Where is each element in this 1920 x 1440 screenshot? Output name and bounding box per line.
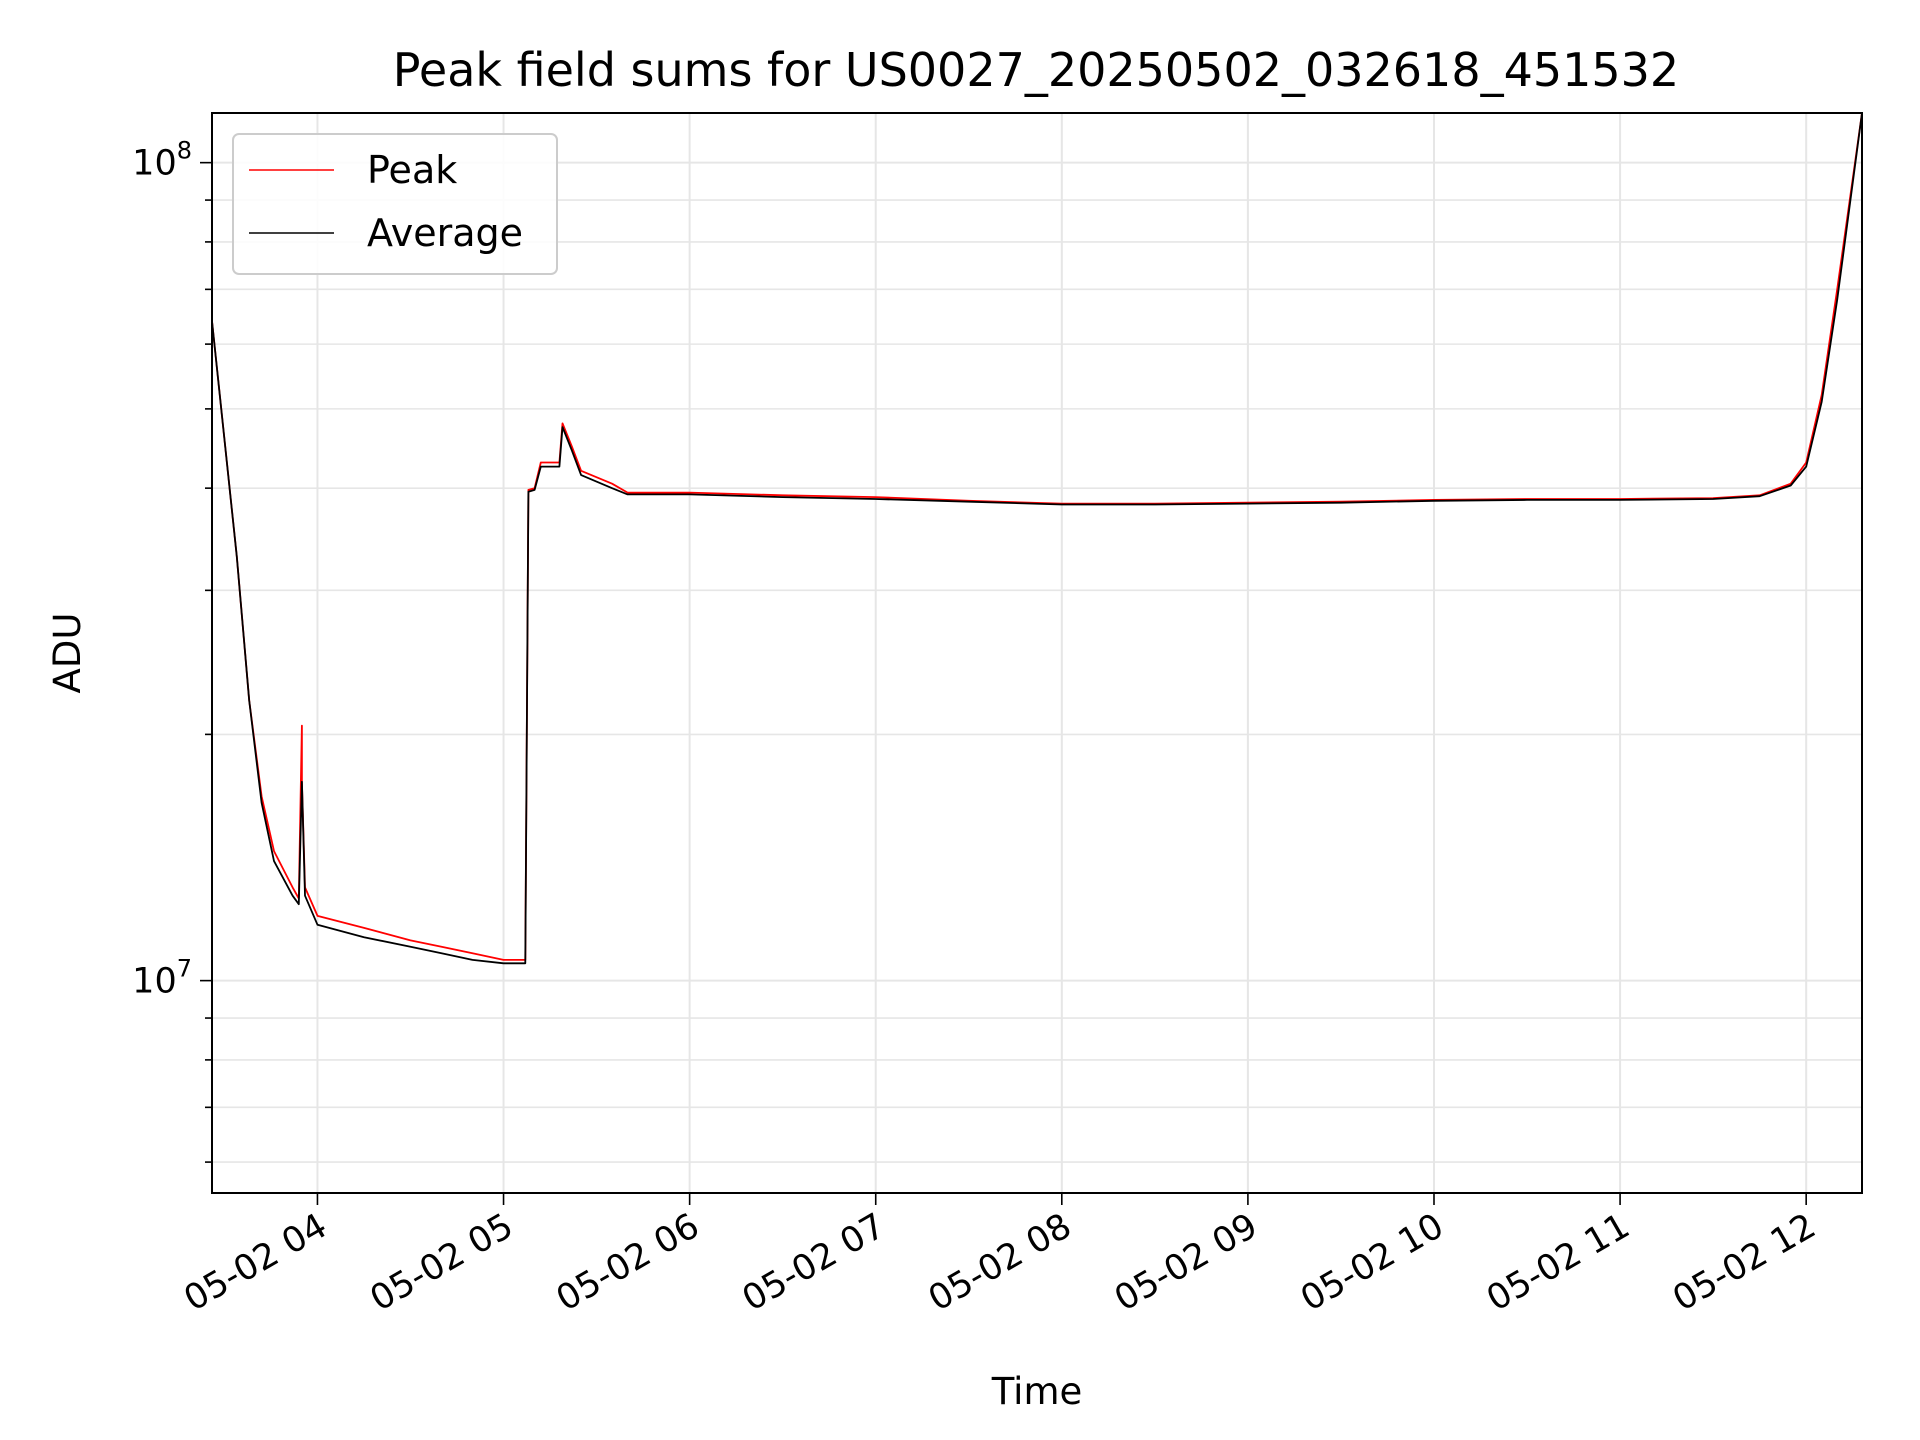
chart-title: Peak field sums for US0027_20250502_0326… — [393, 43, 1679, 97]
x-axis-label: Time — [991, 1370, 1083, 1413]
legend-box — [232, 133, 558, 275]
plot-frame — [211, 112, 1863, 1194]
grid-lines — [212, 113, 1862, 1193]
y-axis-label: ADU — [46, 613, 89, 694]
legend-label-average: Average — [367, 211, 523, 255]
series-line-average — [211, 112, 1863, 965]
y-tick-label: 108 — [132, 137, 192, 184]
y-tick-label: 107 — [132, 955, 192, 1002]
series-layer — [211, 112, 1863, 965]
legend: Peak Average — [232, 133, 558, 275]
legend-label-peak: Peak — [367, 148, 457, 192]
